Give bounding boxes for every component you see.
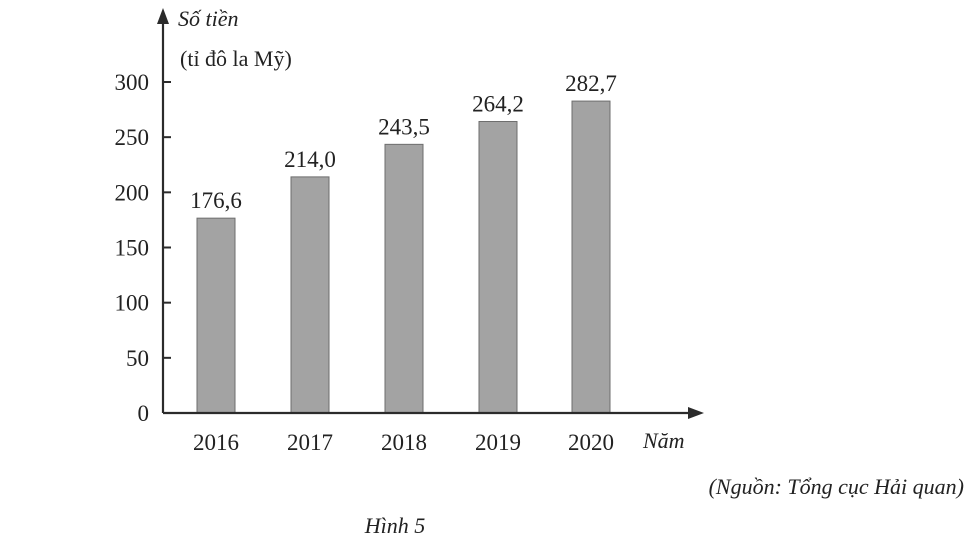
- y-tick-label: 250: [115, 125, 150, 150]
- y-axis-arrow: [157, 8, 169, 24]
- x-axis-arrow: [688, 407, 704, 419]
- bar: [384, 143, 424, 414]
- bar-value-label: 264,2: [472, 91, 524, 116]
- bar-value-label: 176,6: [190, 188, 242, 213]
- source-note: (Nguồn: Tổng cục Hải quan): [709, 474, 964, 499]
- x-axis-title: Năm: [642, 428, 685, 453]
- y-tick-label: 0: [138, 401, 150, 426]
- x-tick-labels: 2016 2017 2018 2019 2020: [193, 430, 614, 455]
- y-tick-label: 50: [126, 346, 149, 371]
- figure-caption: Hình 5: [364, 513, 426, 538]
- y-tick-label: 100: [115, 291, 150, 316]
- value-labels-layer: 176,6 214,0 243,5 264,2 282,7: [190, 71, 617, 213]
- y-tick-label: 300: [115, 70, 150, 95]
- y-axis-title-line2: (tỉ đô la Mỹ): [180, 46, 292, 71]
- bar-value-label: 214,0: [284, 147, 336, 172]
- x-tick-label: 2018: [381, 430, 427, 455]
- bars-layer: [196, 100, 611, 414]
- bar-value-label: 243,5: [378, 114, 430, 139]
- x-tick-label: 2019: [475, 430, 521, 455]
- bar: [196, 217, 236, 414]
- y-tick-label: 150: [115, 236, 150, 261]
- bar: [571, 100, 611, 414]
- y-ticks: 0 50 100 150 200 250 300: [115, 70, 171, 426]
- bar: [478, 120, 518, 414]
- x-tick-label: 2016: [193, 430, 239, 455]
- bar: [290, 176, 330, 414]
- bar-value-label: 282,7: [565, 71, 617, 96]
- y-axis-title-line1: Số tiền: [178, 6, 239, 31]
- x-tick-label: 2020: [568, 430, 614, 455]
- x-tick-label: 2017: [287, 430, 333, 455]
- y-tick-label: 200: [115, 180, 150, 205]
